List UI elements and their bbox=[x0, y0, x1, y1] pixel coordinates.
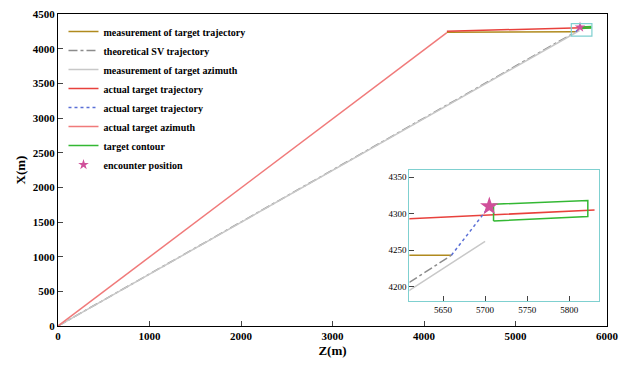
svg-text:5650: 5650 bbox=[434, 305, 453, 315]
svg-text:actual target trajectory: actual target trajectory bbox=[103, 84, 202, 95]
svg-text:5750: 5750 bbox=[518, 305, 537, 315]
svg-text:3000: 3000 bbox=[322, 330, 345, 342]
svg-text:5700: 5700 bbox=[476, 305, 495, 315]
svg-text:2000: 2000 bbox=[33, 181, 56, 193]
svg-text:4000: 4000 bbox=[33, 43, 56, 55]
svg-text:1000: 1000 bbox=[139, 330, 162, 342]
svg-text:4350: 4350 bbox=[389, 172, 408, 182]
svg-text:2500: 2500 bbox=[33, 147, 56, 159]
svg-text:1000: 1000 bbox=[33, 251, 56, 263]
svg-text:2000: 2000 bbox=[230, 330, 253, 342]
svg-text:4250: 4250 bbox=[389, 245, 408, 255]
svg-text:0: 0 bbox=[55, 330, 61, 342]
svg-text:encounter position: encounter position bbox=[103, 160, 182, 171]
svg-text:actual target azimuth: actual target azimuth bbox=[103, 122, 195, 133]
svg-text:measurement of target trajecto: measurement of target trajectory bbox=[103, 27, 245, 38]
svg-text:4200: 4200 bbox=[389, 282, 408, 292]
svg-text:4300: 4300 bbox=[389, 209, 408, 219]
svg-text:measurement of target azimuth: measurement of target azimuth bbox=[103, 65, 237, 76]
svg-text:500: 500 bbox=[38, 285, 55, 297]
svg-text:6000: 6000 bbox=[596, 330, 619, 342]
svg-text:5000: 5000 bbox=[505, 330, 528, 342]
svg-text:theoretical SV trajectory: theoretical SV trajectory bbox=[103, 46, 209, 57]
svg-text:target contour: target contour bbox=[103, 141, 165, 152]
svg-text:3000: 3000 bbox=[33, 112, 56, 124]
svg-text:actual target trajectory: actual target trajectory bbox=[103, 103, 202, 114]
svg-text:1500: 1500 bbox=[33, 216, 56, 228]
svg-text:4000: 4000 bbox=[413, 330, 436, 342]
svg-text:5800: 5800 bbox=[560, 305, 579, 315]
svg-text:Z(m): Z(m) bbox=[318, 343, 346, 358]
svg-text:0: 0 bbox=[49, 320, 55, 332]
svg-text:4500: 4500 bbox=[33, 8, 56, 20]
svg-text:X(m): X(m) bbox=[13, 156, 28, 185]
svg-text:3500: 3500 bbox=[33, 77, 56, 89]
